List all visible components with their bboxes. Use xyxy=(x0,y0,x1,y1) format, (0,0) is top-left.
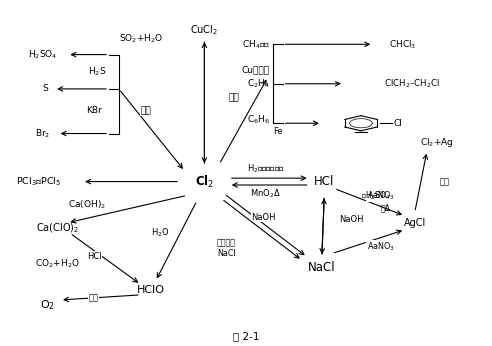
Text: 图 2-1: 图 2-1 xyxy=(233,331,259,341)
Text: SO$_2$+H$_2$O: SO$_2$+H$_2$O xyxy=(119,33,163,45)
Text: C$_2$H$_4$: C$_2$H$_4$ xyxy=(247,78,271,90)
Text: H$_2$SO$_4$: H$_2$SO$_4$ xyxy=(28,48,58,61)
Text: AaNO$_3$: AaNO$_3$ xyxy=(367,240,395,253)
Text: Cl: Cl xyxy=(394,119,402,128)
Text: AaNO$_3$: AaNO$_3$ xyxy=(367,189,395,202)
Text: O$_2$: O$_2$ xyxy=(40,298,56,312)
Text: 浓H$_2$SO$_4$
，Δ: 浓H$_2$SO$_4$ ，Δ xyxy=(361,189,390,212)
Text: NaOH: NaOH xyxy=(251,213,276,222)
Text: HCl: HCl xyxy=(87,252,102,261)
Text: H$_2$O: H$_2$O xyxy=(151,227,170,239)
Text: AgCl: AgCl xyxy=(403,218,426,228)
Text: MnO$_2$Δ: MnO$_2$Δ xyxy=(250,187,281,200)
Text: HCl: HCl xyxy=(314,175,335,188)
Text: H$_2$S: H$_2$S xyxy=(88,65,106,78)
Text: Br$_2$: Br$_2$ xyxy=(35,127,51,140)
Text: CuCl$_2$: CuCl$_2$ xyxy=(190,24,218,37)
Text: PCl$_3$，PCl$_5$: PCl$_3$，PCl$_5$ xyxy=(16,175,61,188)
Text: HClO: HClO xyxy=(137,285,165,295)
Text: ClCH$_2$–CH$_2$Cl: ClCH$_2$–CH$_2$Cl xyxy=(384,78,440,90)
Text: S: S xyxy=(42,84,48,93)
Text: CH$_4$，光: CH$_4$，光 xyxy=(242,38,271,51)
Text: H$_2$，点燃或光照: H$_2$，点燃或光照 xyxy=(246,162,284,175)
Text: Fe: Fe xyxy=(273,127,282,136)
Text: NaOH: NaOH xyxy=(339,215,364,224)
Text: NaCl: NaCl xyxy=(308,261,336,274)
Text: 光照: 光照 xyxy=(439,177,449,186)
Text: Cl$_2$+Ag: Cl$_2$+Ag xyxy=(420,136,454,149)
Text: CHCl$_3$: CHCl$_3$ xyxy=(389,38,416,51)
Text: CO$_2$+H$_2$O: CO$_2$+H$_2$O xyxy=(35,258,80,270)
Text: Ca(ClO)$_2$: Ca(ClO)$_2$ xyxy=(36,221,79,235)
Text: Cl$_2$: Cl$_2$ xyxy=(195,174,214,190)
Text: 电解饱和
NaCl: 电解饱和 NaCl xyxy=(217,239,236,258)
Text: C$_6$H$_6$: C$_6$H$_6$ xyxy=(247,113,271,126)
Text: 光照: 光照 xyxy=(89,294,98,303)
Text: 电解: 电解 xyxy=(140,107,151,116)
Text: Ca(OH)$_2$: Ca(OH)$_2$ xyxy=(68,198,106,211)
Text: KBr: KBr xyxy=(87,106,102,115)
Text: 电解: 电解 xyxy=(228,93,239,102)
Text: Cu，点燃: Cu，点燃 xyxy=(241,65,269,74)
